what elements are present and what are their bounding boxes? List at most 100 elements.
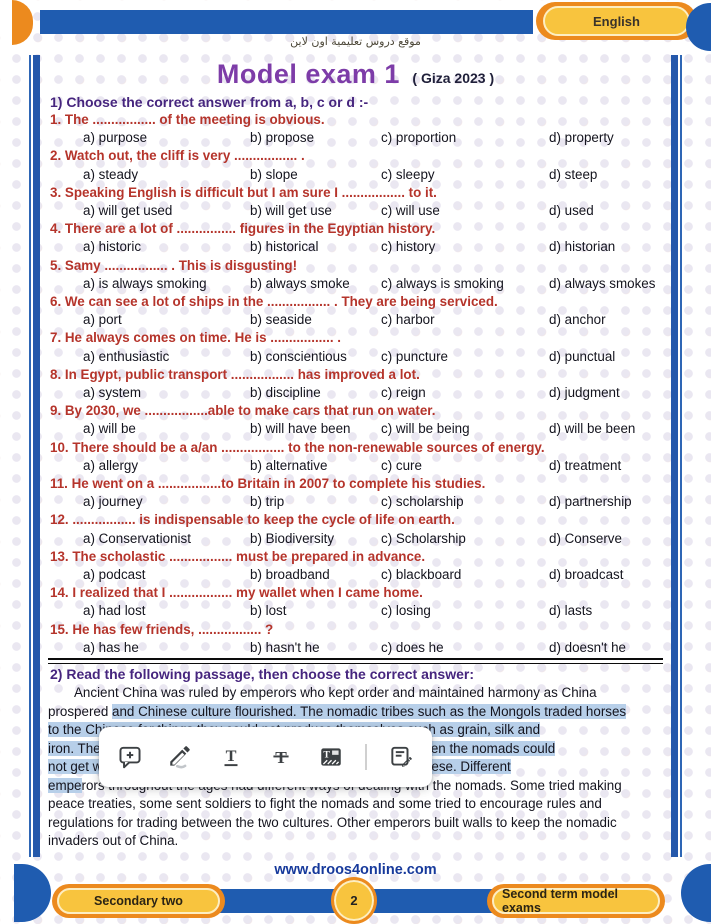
subject-tab-label: English bbox=[543, 6, 690, 36]
option: d) punctual bbox=[549, 348, 616, 364]
subject-tab: English bbox=[536, 2, 697, 40]
question-options: a) journey b) trip c) scholarship d) partne… bbox=[50, 493, 663, 511]
question: 15. He has few friends, ................… bbox=[50, 621, 663, 657]
option: c) reign bbox=[381, 385, 426, 401]
option: d) anchor bbox=[549, 312, 606, 328]
option: a) system bbox=[83, 385, 142, 401]
grade-badge: Secondary two bbox=[52, 884, 225, 918]
question: 2. Watch out, the cliff is very ........… bbox=[50, 147, 663, 183]
option: a) purpose bbox=[83, 130, 148, 146]
option: a) allergy bbox=[83, 457, 139, 473]
strikethrough-icon[interactable]: T bbox=[265, 741, 297, 773]
question-text: 12. ................. is indispensable t… bbox=[50, 512, 455, 528]
question-options: a) enthusiastic b) conscientious c) punctu… bbox=[50, 348, 663, 366]
question-options: a) allergy b) alternative c) cure d) treatm… bbox=[50, 457, 663, 475]
section2-heading: 2) Read the following passage, then choo… bbox=[50, 666, 474, 683]
option: b) historical bbox=[250, 239, 319, 255]
option: a) will get used bbox=[83, 203, 173, 219]
svg-text:T: T bbox=[323, 750, 330, 761]
site-name-arabic: موقع دروس تعليمية اون لاين bbox=[290, 35, 421, 48]
option: d) judgment bbox=[549, 385, 620, 401]
header-orange-shape bbox=[12, 0, 33, 45]
option: a) enthusiastic bbox=[83, 348, 170, 364]
question-text: 4. There are a lot of ................ f… bbox=[50, 221, 436, 237]
question: 13. The scholastic ................. mus… bbox=[50, 548, 663, 584]
option: c) puncture bbox=[381, 348, 448, 364]
option: b) Biodiversity bbox=[250, 530, 335, 546]
svg-text:T: T bbox=[225, 747, 236, 765]
question-text: 14. I realized that I ................. … bbox=[50, 585, 423, 601]
grade-badge-label: Secondary two bbox=[57, 888, 220, 914]
option: b) will have been bbox=[250, 421, 351, 437]
passage-line: regulations for trading between the two … bbox=[48, 814, 617, 830]
highlight-style-icon[interactable]: T bbox=[315, 741, 347, 773]
option: c) harbor bbox=[381, 312, 435, 328]
svg-text:T: T bbox=[275, 748, 287, 767]
question-text: 6. We can see a lot of ships in the ....… bbox=[50, 294, 498, 310]
option: a) had lost bbox=[83, 603, 146, 619]
question-text: 11. He went on a .................to Bri… bbox=[50, 476, 486, 492]
copy-to-note-icon[interactable] bbox=[385, 741, 417, 773]
question-options: a) had lost b) lost c) losing d) lasts bbox=[50, 602, 663, 620]
question: 8. In Egypt, public transport ..........… bbox=[50, 366, 663, 402]
passage-line: invaders out of China. bbox=[48, 833, 179, 849]
option: b) lost bbox=[250, 603, 287, 619]
option: b) propose bbox=[250, 130, 315, 146]
question-options: a) steady b) slope c) sleepy d) steep bbox=[50, 166, 663, 184]
option: a) historic bbox=[83, 239, 142, 255]
question-text: 10. There should be a a/an .............… bbox=[50, 439, 545, 455]
question: 1. The ................. of the meeting … bbox=[50, 111, 663, 147]
option: c) blackboard bbox=[381, 567, 462, 583]
option: c) always is smoking bbox=[381, 275, 504, 291]
option: b) discipline bbox=[250, 385, 321, 401]
question-text: 2. Watch out, the cliff is very ........… bbox=[50, 148, 305, 164]
question-text: 8. In Egypt, public transport ..........… bbox=[50, 366, 420, 382]
option: d) will be been bbox=[549, 421, 636, 437]
question-text: 13. The scholastic ................. mus… bbox=[50, 548, 426, 564]
option: d) doesn't he bbox=[549, 639, 627, 655]
option: a) port bbox=[83, 312, 122, 328]
option: a) steady bbox=[83, 166, 139, 182]
option: c) scholarship bbox=[381, 494, 464, 510]
option: b) seaside bbox=[250, 312, 312, 328]
option: d) always smokes bbox=[549, 275, 656, 291]
option: c) Scholarship bbox=[381, 530, 466, 546]
question-options: a) historic b) historical c) history d) his… bbox=[50, 238, 663, 256]
question-text: 9. By 2030, we .................able to … bbox=[50, 403, 436, 419]
option: b) always smoke bbox=[250, 275, 350, 291]
option: c) does he bbox=[381, 639, 444, 655]
question-text: 1. The ................. of the meeting … bbox=[50, 112, 325, 127]
term-badge-label: Second term model exams bbox=[492, 887, 660, 915]
passage-line: peace treaties, some sent soldiers to fi… bbox=[48, 796, 602, 812]
option: b) broadband bbox=[250, 567, 330, 583]
question: 4. There are a lot of ................ f… bbox=[50, 220, 663, 256]
underline-icon[interactable]: T bbox=[215, 741, 247, 773]
add-comment-icon[interactable] bbox=[114, 741, 146, 773]
option: b) alternative bbox=[250, 457, 328, 473]
question: 7. He always comes on time. He is ......… bbox=[50, 329, 663, 365]
option: c) proportion bbox=[381, 130, 457, 146]
question-options: a) will get used b) will get use c) will u… bbox=[50, 202, 663, 220]
option: d) used bbox=[549, 203, 594, 219]
option: a) will be bbox=[83, 421, 136, 437]
highlighter-pen-icon[interactable] bbox=[164, 741, 196, 773]
question-options: a) is always smoking b) always smoke c) al… bbox=[50, 275, 663, 293]
option: d) lasts bbox=[549, 603, 593, 619]
question-text: 7. He always comes on time. He is ......… bbox=[50, 330, 341, 346]
question-options: a) has he b) hasn't he c) does he d) doesn'… bbox=[50, 639, 663, 657]
selected-text: empe bbox=[48, 777, 82, 793]
question: 6. We can see a lot of ships in the ....… bbox=[50, 293, 663, 329]
question: 14. I realized that I ................. … bbox=[50, 584, 663, 620]
question: 10. There should be a a/an .............… bbox=[50, 439, 663, 475]
question-options: a) purpose b) propose c) proportion d) prop… bbox=[50, 129, 663, 147]
option: a) has he bbox=[83, 639, 139, 655]
option: b) conscientious bbox=[250, 348, 347, 364]
section-divider bbox=[48, 658, 663, 665]
question-text: 3. Speaking English is difficult but I a… bbox=[50, 184, 437, 200]
questions-list: 1. The ................. of the meeting … bbox=[48, 111, 663, 657]
section1-heading: 1) Choose the correct answer from a, b, … bbox=[50, 94, 369, 110]
option: d) Conserve bbox=[549, 530, 622, 546]
question-options: a) will be b) will have been c) will be be… bbox=[50, 420, 663, 438]
title-row: Model exam 1 ( Giza 2023 ) bbox=[48, 59, 663, 90]
